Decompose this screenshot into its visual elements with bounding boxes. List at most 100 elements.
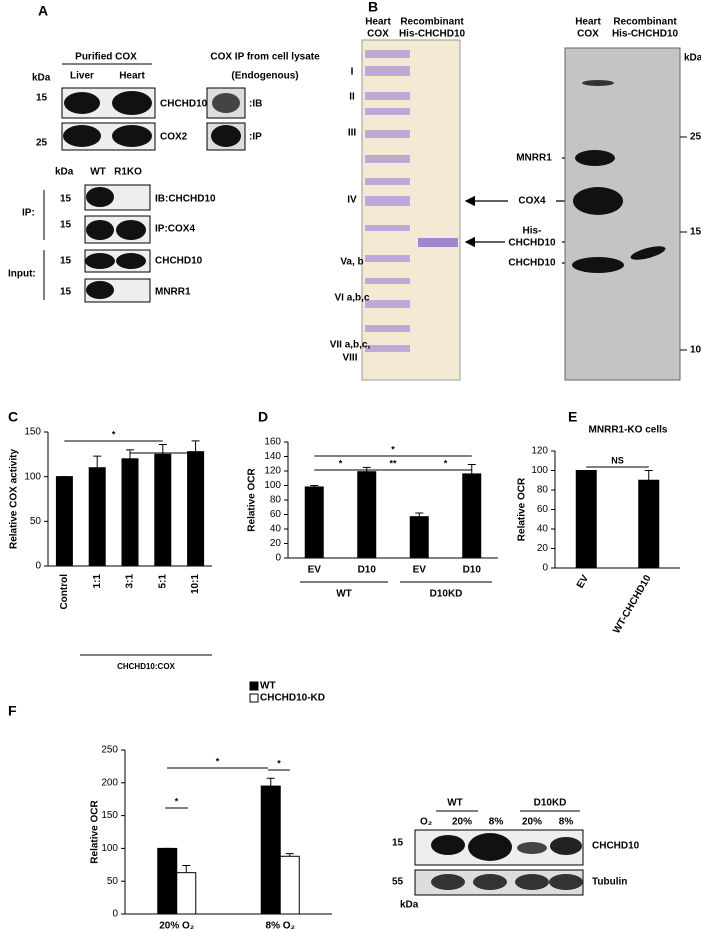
y-tick-label: 250 <box>101 745 118 756</box>
y-tick-label: 20 <box>270 538 282 549</box>
subunit: VI a,b,c <box>334 293 369 304</box>
error-bar <box>644 470 653 481</box>
panel-b: Heart COX Recombinant His-CHCHD10 I II I… <box>330 17 701 381</box>
subunit: IV <box>347 195 357 206</box>
marker: 15 <box>690 227 701 238</box>
panel-a: Purified COX COX IP from cell lysate (En… <box>8 52 320 303</box>
y-tick-label: 120 <box>264 466 281 477</box>
x-tick-label: 8% O₂ <box>266 921 295 932</box>
panel-label: A <box>38 3 48 19</box>
arrow-label: His- <box>523 226 542 237</box>
lane-label: Liver <box>70 71 94 82</box>
y-tick-label: 40 <box>537 524 549 535</box>
x-tick-label: D10 <box>358 565 377 576</box>
group-label: Input: <box>8 269 36 280</box>
bar <box>154 453 172 567</box>
y-tick-label: 80 <box>270 495 282 506</box>
row-label: IP:COX4 <box>155 224 195 235</box>
legend-label: CHCHD10-KD <box>260 693 325 704</box>
panel-label: D <box>258 409 268 425</box>
row-label: CHCHD10 <box>155 256 203 267</box>
significance-label: * <box>175 796 179 806</box>
bar <box>176 872 197 915</box>
lane-label: 8% <box>489 817 504 828</box>
gel <box>361 39 461 381</box>
x-tick-label: 1:1 <box>92 574 103 589</box>
group-label: IP: <box>22 208 35 219</box>
y-axis-label: Relative COX activity <box>9 449 20 549</box>
y-tick-label: 140 <box>264 451 281 462</box>
y-tick-label: 120 <box>531 446 548 457</box>
y-tick-label: 0 <box>35 561 41 572</box>
y-tick-label: 160 <box>264 437 281 448</box>
blot <box>564 47 681 381</box>
marker: 15 <box>60 220 72 231</box>
y-tick-label: 60 <box>537 504 549 515</box>
error-bar <box>467 463 476 474</box>
marker: 15 <box>36 93 48 104</box>
significance-label: * <box>444 458 448 468</box>
y-axis-label: Relative OCR <box>247 468 258 532</box>
error-bar <box>266 777 275 787</box>
lane-header: Recombinant <box>613 17 677 28</box>
lane-header: His-CHCHD10 <box>399 29 466 40</box>
error-bar <box>285 853 294 857</box>
bar <box>638 479 660 569</box>
lane-header: Heart <box>575 17 601 28</box>
lane-label: 20% <box>452 817 472 828</box>
error-bar <box>415 512 424 517</box>
error-bar <box>310 485 319 487</box>
legend-swatch <box>249 681 259 691</box>
y-tick-label: 0 <box>275 553 281 564</box>
arrow-label: MNRR1 <box>516 153 552 164</box>
significance-label: * <box>277 758 281 768</box>
error-bar <box>93 455 102 468</box>
x-tick-label: 20% O₂ <box>159 921 194 932</box>
y-tick-label: 20 <box>537 543 549 554</box>
legend-swatch <box>249 693 259 703</box>
lane-header: COX <box>367 29 389 40</box>
x-tick-label: EV <box>413 565 427 576</box>
group-label: D10KD <box>430 589 463 600</box>
y-axis-label: Relative OCR <box>90 800 101 864</box>
bar <box>462 473 482 559</box>
panel-label: B <box>368 0 378 15</box>
y-tick-label: 100 <box>101 843 118 854</box>
y-tick-label: 60 <box>270 509 282 520</box>
lane-header: Recombinant <box>400 17 464 28</box>
row-label: MNRR1 <box>155 287 191 298</box>
significance-label: * <box>391 444 395 454</box>
panel-label: E <box>568 409 577 425</box>
y-tick-label: 0 <box>542 563 548 574</box>
significance-label: ** <box>389 458 397 468</box>
marker: 15 <box>60 256 72 267</box>
subunit: Va, b <box>340 257 363 268</box>
bar <box>409 516 429 559</box>
row-label: CHCHD10 <box>592 841 640 852</box>
row-label: Tubulin <box>592 877 627 888</box>
bar <box>157 847 178 915</box>
lane-header: His-CHCHD10 <box>612 29 679 40</box>
bar <box>357 471 377 559</box>
bar <box>279 855 300 915</box>
subunit: I <box>351 67 354 78</box>
group-label: WT <box>336 589 352 600</box>
marker: 25 <box>690 132 701 143</box>
header: Purified COX <box>75 52 137 63</box>
significance-label: * <box>216 756 220 766</box>
subunit: VII a,b,c, <box>330 340 371 351</box>
y-tick-label: 0 <box>112 909 118 920</box>
row-label: CHCHD10 <box>160 99 208 110</box>
marker: 15 <box>60 287 72 298</box>
x-tick-label: D10 <box>463 565 482 576</box>
y-tick-label: 50 <box>107 876 119 887</box>
header: (Endogenous) <box>231 71 298 82</box>
group-label: CHCHD10:COX <box>117 662 175 671</box>
group-label: WT <box>447 798 463 809</box>
bar <box>88 467 106 567</box>
o2: O₂ <box>420 817 432 828</box>
x-tick-label: EV <box>575 573 591 590</box>
arrow-label: CHCHD10 <box>508 238 556 249</box>
error-bar <box>182 864 191 873</box>
arrow-label: CHCHD10 <box>508 258 556 269</box>
